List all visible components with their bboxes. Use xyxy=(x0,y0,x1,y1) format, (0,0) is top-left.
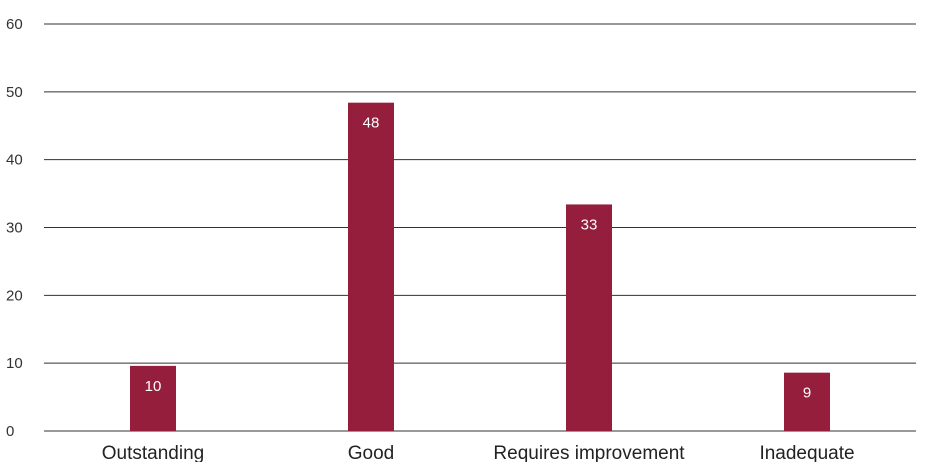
x-tick-label: Inadequate xyxy=(759,443,854,462)
data-label: 48 xyxy=(363,115,380,132)
data-label: 10 xyxy=(145,378,162,395)
bar xyxy=(348,102,394,431)
data-label: 33 xyxy=(581,216,598,233)
bar xyxy=(784,372,830,431)
y-tick-label: 50 xyxy=(6,84,23,101)
data-label: 9 xyxy=(803,385,811,402)
y-tick-label: 60 xyxy=(6,16,23,33)
y-tick-label: 40 xyxy=(6,152,23,169)
x-axis: Outstanding Good Requires improvement Inade… xyxy=(102,443,855,462)
bar xyxy=(130,365,176,431)
gridlines xyxy=(44,23,916,432)
x-tick-label: Requires improvement xyxy=(493,443,685,462)
y-tick-label: 10 xyxy=(6,355,23,372)
x-tick-label: Outstanding xyxy=(102,443,204,462)
bar xyxy=(566,204,612,431)
y-tick-label: 20 xyxy=(6,287,23,304)
x-tick-label: Good xyxy=(348,443,394,462)
y-tick-label: 0 xyxy=(6,423,14,440)
bars: 10 48 33 9 xyxy=(130,102,830,431)
y-tick-label: 30 xyxy=(6,220,23,237)
y-axis: 0 10 20 30 40 50 60 xyxy=(6,16,23,440)
